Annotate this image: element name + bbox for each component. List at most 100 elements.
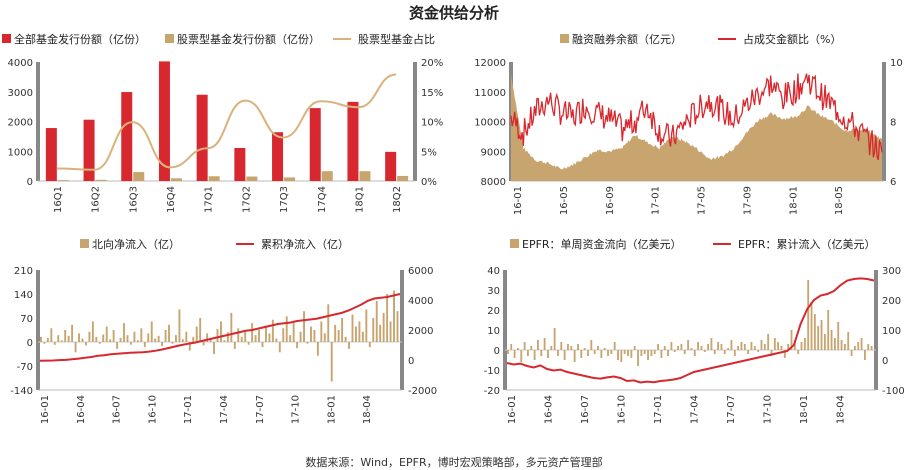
bar-weekly-flow <box>358 321 361 342</box>
x-tick-label: 16-07 <box>580 395 591 424</box>
bar-weekly-flow <box>74 342 77 353</box>
bar-equity <box>95 179 107 181</box>
bar-weekly-flow <box>254 335 257 342</box>
bar-weekly-flow <box>730 340 733 350</box>
x-tick-label: 16-01 <box>513 186 524 215</box>
bar-weekly-flow <box>590 340 593 350</box>
bar-weekly-flow <box>610 350 613 354</box>
bar-weekly-flow <box>717 342 720 350</box>
bar-weekly-flow <box>713 350 716 354</box>
bar-weekly-flow <box>680 344 683 350</box>
bar-weekly-flow <box>543 338 546 350</box>
bar-weekly-flow <box>630 350 633 358</box>
bar-weekly-flow <box>109 339 112 342</box>
bar-weekly-flow <box>81 338 84 342</box>
bar-weekly-flow <box>623 350 626 354</box>
y-tick-label: -140 <box>10 386 33 397</box>
x-tick-label: 16-09 <box>605 186 616 215</box>
y-tick-label: 11000 <box>474 88 506 99</box>
bar-weekly-flow <box>327 304 330 342</box>
y-tick-label: 10 <box>487 326 500 337</box>
y-tick-label: 8000 <box>481 177 506 188</box>
bar-weekly-flow <box>777 342 780 350</box>
y-tick-label: 0 <box>494 346 500 357</box>
x-tick-label: 18-01 <box>788 186 799 215</box>
bar-weekly-flow <box>216 328 219 342</box>
line-equity-share <box>56 73 397 171</box>
bar-weekly-flow <box>510 344 513 350</box>
y2-tick-label: 2000 <box>408 326 433 337</box>
bar-weekly-flow <box>723 350 726 354</box>
bar-weekly-flow <box>767 334 770 350</box>
bar-weekly-flow <box>737 346 740 350</box>
bar-weekly-flow <box>720 344 723 350</box>
bar-equity <box>284 177 296 181</box>
bar-weekly-flow <box>244 331 247 342</box>
y-tick-label: 12000 <box>474 58 506 69</box>
bar-weekly-flow <box>334 324 337 342</box>
bar-weekly-flow <box>837 322 840 350</box>
bar-weekly-flow <box>697 342 700 350</box>
bar-weekly-flow <box>800 342 803 350</box>
bar-weekly-flow <box>803 338 806 350</box>
bar-weekly-flow <box>161 342 164 347</box>
bar-weekly-flow <box>843 344 846 350</box>
bar-weekly-flow <box>344 336 347 342</box>
bar-weekly-flow <box>303 311 305 342</box>
bar-weekly-flow <box>857 342 860 350</box>
x-tick-label: 17Q2 <box>241 186 252 213</box>
legend-swatch <box>2 34 11 43</box>
bar-weekly-flow <box>747 350 750 354</box>
bar-weekly-flow <box>650 350 653 356</box>
bar-weekly-flow <box>507 350 509 354</box>
bar-weekly-flow <box>533 350 536 360</box>
legend-label: 占成交金额比（%） <box>743 32 841 46</box>
bar-weekly-flow <box>181 339 184 342</box>
bar-weekly-flow <box>820 320 823 350</box>
y2-tick-label: 20% <box>421 58 443 69</box>
bar-weekly-flow <box>310 326 312 342</box>
y2-tick-label: 300 <box>882 266 901 277</box>
legend-label: 股票型基金占比 <box>358 32 435 46</box>
x-tick-label: 17-04 <box>690 395 701 424</box>
bar-equity <box>359 171 371 181</box>
bar-weekly-flow <box>620 350 623 362</box>
bar-weekly-flow <box>396 311 399 342</box>
bar-equity <box>246 176 258 181</box>
bar-weekly-flow <box>600 350 603 358</box>
bar-weekly-flow <box>285 316 288 342</box>
bar-weekly-flow <box>237 328 240 342</box>
bar-weekly-flow <box>375 300 378 342</box>
bar-equity <box>397 175 409 181</box>
bar-weekly-flow <box>603 348 606 350</box>
bar-weekly-flow <box>320 321 323 342</box>
x-tick-label: 18-04 <box>836 395 847 424</box>
bar-weekly-flow <box>587 350 589 356</box>
x-tick-label: 17-10 <box>291 395 302 424</box>
bar-weekly-flow <box>520 350 523 362</box>
bar-weekly-flow <box>733 350 736 356</box>
y-tick-label: 2000 <box>8 118 33 129</box>
bar-weekly-flow <box>43 342 46 344</box>
bar-weekly-flow <box>763 344 766 350</box>
bar-total <box>347 101 359 181</box>
bar-weekly-flow <box>64 330 67 342</box>
y2-tick-label: 0 <box>408 356 414 367</box>
bar-weekly-flow <box>258 330 260 342</box>
x-tick-label: 17Q4 <box>317 186 328 213</box>
bar-weekly-flow <box>355 326 357 342</box>
bar-weekly-flow <box>351 314 354 342</box>
bar-weekly-flow <box>67 335 70 342</box>
legend-label: 北向净流入（亿） <box>92 237 180 251</box>
x-tick-label: 17-01 <box>653 395 664 424</box>
bar-weekly-flow <box>667 350 669 356</box>
bar-weekly-flow <box>517 348 519 350</box>
bar-weekly-flow <box>780 346 783 350</box>
bar-weekly-flow <box>368 342 371 348</box>
bar-weekly-flow <box>247 342 250 345</box>
bar-weekly-flow <box>813 314 816 350</box>
bar-weekly-flow <box>168 324 170 342</box>
bar-weekly-flow <box>643 350 646 354</box>
bar-equity <box>170 178 182 181</box>
x-tick-label: 16-01 <box>507 395 518 424</box>
